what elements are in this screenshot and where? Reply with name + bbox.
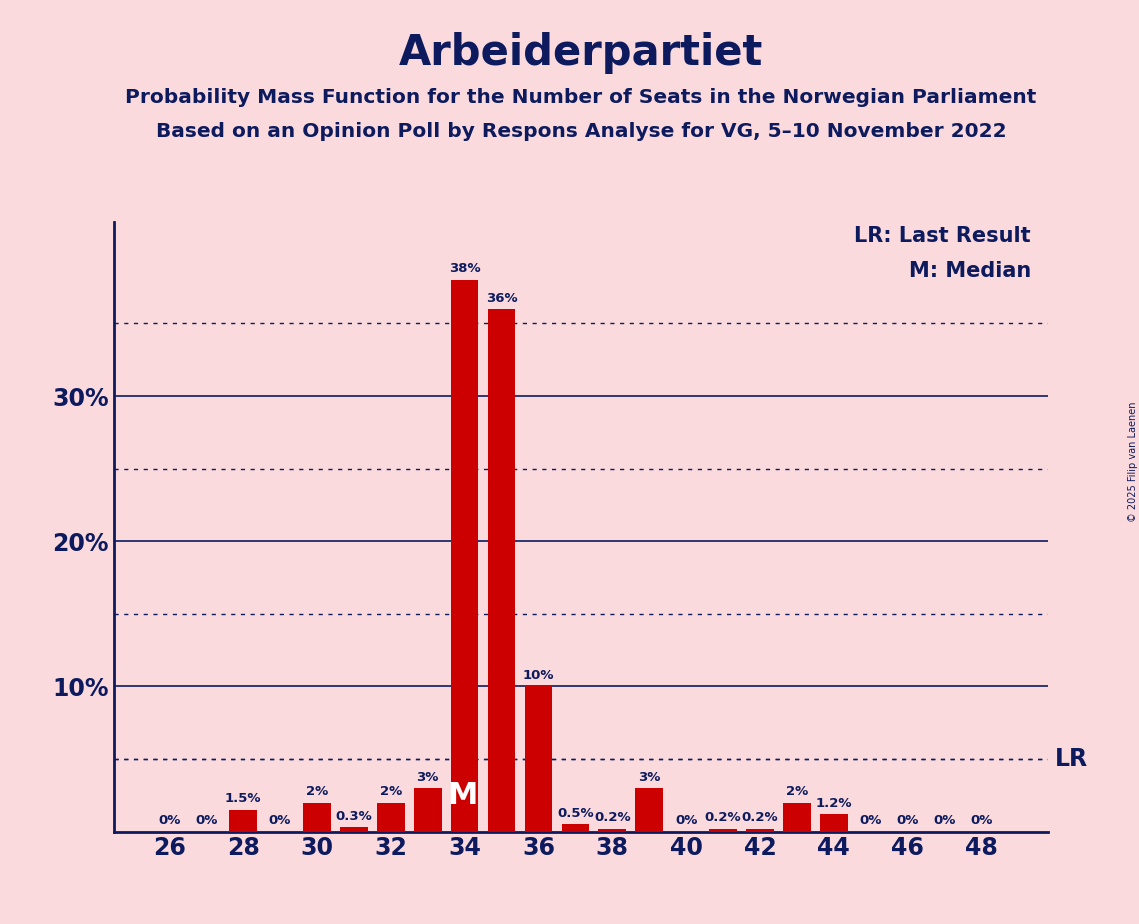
Bar xyxy=(303,803,330,832)
Bar xyxy=(451,280,478,832)
Text: 0.2%: 0.2% xyxy=(741,811,778,824)
Bar xyxy=(525,687,552,832)
Text: Arbeiderpartiet: Arbeiderpartiet xyxy=(399,32,763,74)
Text: © 2025 Filip van Laenen: © 2025 Filip van Laenen xyxy=(1129,402,1138,522)
Text: 2%: 2% xyxy=(305,785,328,798)
Text: M: M xyxy=(448,781,478,809)
Text: 0%: 0% xyxy=(675,814,697,827)
Bar xyxy=(377,803,404,832)
Text: LR: LR xyxy=(1055,747,1088,771)
Text: 0%: 0% xyxy=(933,814,956,827)
Text: LR: Last Result: LR: Last Result xyxy=(854,226,1031,247)
Text: 0.5%: 0.5% xyxy=(557,807,593,820)
Bar xyxy=(341,827,368,832)
Text: 0%: 0% xyxy=(970,814,992,827)
Text: 0.2%: 0.2% xyxy=(593,811,631,824)
Bar xyxy=(782,803,811,832)
Text: 3%: 3% xyxy=(638,771,661,784)
Text: Probability Mass Function for the Number of Seats in the Norwegian Parliament: Probability Mass Function for the Number… xyxy=(125,88,1036,107)
Bar xyxy=(562,824,589,832)
Text: M: Median: M: Median xyxy=(909,261,1031,281)
Bar xyxy=(710,829,737,832)
Text: 0.2%: 0.2% xyxy=(705,811,741,824)
Bar xyxy=(820,814,847,832)
Text: 0%: 0% xyxy=(195,814,218,827)
Text: 1.5%: 1.5% xyxy=(224,793,261,806)
Text: 3%: 3% xyxy=(417,771,439,784)
Bar xyxy=(413,788,442,832)
Bar xyxy=(229,809,257,832)
Text: 0.3%: 0.3% xyxy=(336,810,372,823)
Text: Based on an Opinion Poll by Respons Analyse for VG, 5–10 November 2022: Based on an Opinion Poll by Respons Anal… xyxy=(156,122,1006,141)
Text: 2%: 2% xyxy=(379,785,402,798)
Bar xyxy=(598,829,626,832)
Text: 0%: 0% xyxy=(896,814,919,827)
Text: 0%: 0% xyxy=(860,814,882,827)
Text: 2%: 2% xyxy=(786,785,808,798)
Bar xyxy=(487,309,515,832)
Bar xyxy=(636,788,663,832)
Text: 0%: 0% xyxy=(269,814,292,827)
Text: 36%: 36% xyxy=(485,292,517,305)
Bar xyxy=(746,829,773,832)
Text: 1.2%: 1.2% xyxy=(816,796,852,809)
Text: 0%: 0% xyxy=(158,814,180,827)
Text: 38%: 38% xyxy=(449,262,481,275)
Text: 10%: 10% xyxy=(523,669,555,682)
